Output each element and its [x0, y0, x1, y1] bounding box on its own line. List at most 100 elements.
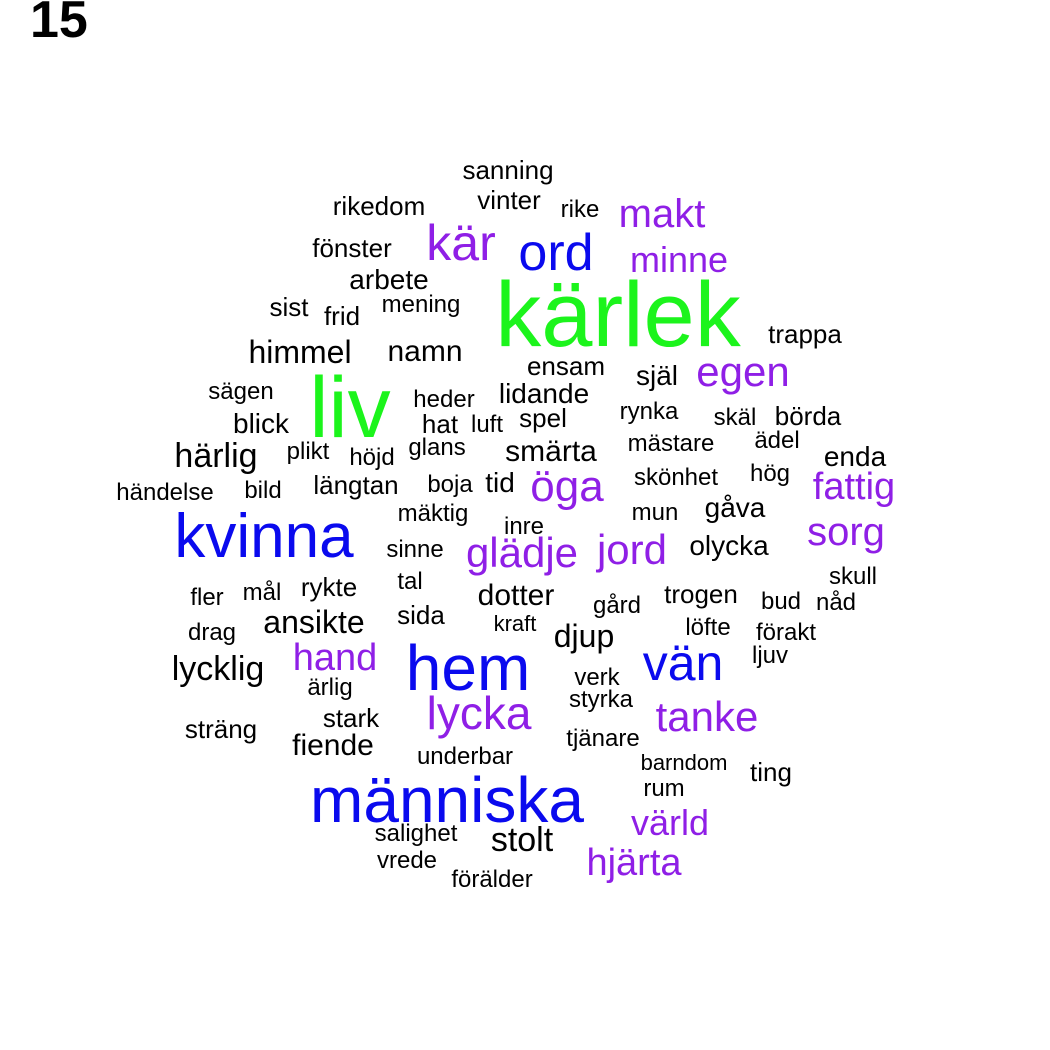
cloud-word: rykte [300, 572, 358, 602]
cloud-word: sägen [208, 378, 274, 405]
cloud-word: makt [618, 192, 706, 236]
cloud-word: frid [323, 301, 361, 331]
cloud-word: lidande [498, 378, 590, 409]
cloud-word: sorg [807, 510, 885, 554]
cloud-word: hjärta [586, 842, 682, 884]
cloud-word: sinne [386, 536, 444, 563]
cloud-word: bud [760, 588, 802, 615]
cloud-word: förakt [755, 619, 817, 646]
cloud-word: trogen [664, 579, 738, 609]
cloud-word: smärta [505, 435, 597, 468]
cloud-word: tjänare [566, 725, 640, 752]
cloud-word: sanning [462, 155, 554, 185]
cloud-word: vinter [477, 185, 541, 215]
cloud-word: spel [519, 403, 567, 433]
cloud-word: börda [774, 401, 842, 431]
cloud-word: hem [405, 632, 531, 704]
cloud-word: öga [530, 462, 604, 511]
cloud-word: himmel [248, 334, 352, 370]
cloud-word: mening [381, 291, 461, 318]
cloud-word: barndom [640, 750, 728, 775]
cloud-word: hand [292, 637, 378, 679]
cloud-word: kvinna [174, 502, 354, 571]
cloud-word: glädje [465, 529, 579, 576]
cloud-word: djup [553, 618, 615, 654]
cloud-word: vän [642, 635, 724, 691]
cloud-word: rynka [619, 398, 679, 425]
cloud-word: rike [560, 196, 600, 223]
cloud-word: heder [413, 386, 475, 413]
cloud-word: lycklig [171, 650, 265, 688]
cloud-word: tid [485, 467, 515, 498]
cloud-word: händelse [116, 479, 214, 506]
cloud-word: olycka [689, 530, 769, 561]
cloud-word: inre [503, 513, 545, 540]
cloud-word: glans [408, 434, 466, 461]
cloud-word: förälder [451, 866, 533, 893]
cloud-word: egen [696, 348, 790, 395]
cloud-word: värld [630, 802, 710, 843]
cloud-word: dotter [477, 579, 555, 612]
cloud-word: stark [322, 703, 380, 733]
cloud-word: blick [232, 408, 290, 439]
cloud-word: ljuv [751, 642, 789, 669]
cloud-word: namn [387, 335, 463, 368]
cloud-word: ting [750, 757, 792, 787]
cloud-word: enda [823, 441, 887, 472]
cloud-word: vrede [376, 847, 438, 874]
cloud-word: härlig [174, 437, 258, 475]
cloud-word: plikt [286, 438, 330, 465]
cloud-word: längtan [313, 470, 399, 500]
cloud-word: sida [397, 600, 445, 630]
cloud-word: skönhet [633, 464, 719, 491]
cloud-word: kraft [493, 611, 537, 636]
cloud-word: rum [643, 775, 685, 802]
cloud-word: skäl [713, 404, 757, 431]
cloud-word: boja [427, 471, 473, 498]
cloud-word: fiende [292, 729, 374, 762]
cloud-word: hat [421, 409, 459, 439]
cloud-word: ärlig [307, 674, 353, 701]
cloud-word: stolt [490, 821, 554, 859]
cloud-word: trappa [768, 319, 842, 349]
cloud-word: fattig [812, 466, 896, 508]
cloud-word: sist [269, 292, 309, 322]
cloud-word: hög [749, 460, 791, 487]
cloud-word: lycka [426, 687, 532, 739]
cloud-word: drag [187, 619, 237, 646]
cloud-word: jord [596, 526, 668, 573]
cloud-word: sträng [184, 714, 258, 744]
cloud-word: ensam [526, 351, 606, 381]
cloud-word: nåd [815, 589, 857, 616]
cloud-word: tanke [655, 693, 759, 740]
cloud-word: mål [242, 579, 282, 606]
cloud-word: ansikte [263, 604, 365, 640]
cloud-word: bild [244, 477, 282, 504]
cloud-word: löfte [685, 614, 731, 641]
cloud-word: kär [426, 215, 496, 271]
cloud-word: arbete [349, 264, 429, 295]
cloud-word: minne [629, 239, 729, 280]
cloud-word: själ [635, 360, 679, 391]
cloud-word: tal [397, 568, 423, 595]
cloud-word: gåva [704, 492, 766, 523]
cloud-word: fönster [312, 233, 392, 263]
cloud-word: ädel [754, 427, 800, 454]
cloud-word: liv [309, 360, 391, 456]
cloud-word: salighet [374, 820, 458, 847]
cloud-word: ord [518, 224, 594, 282]
panel-number: 15 [30, 0, 88, 49]
cloud-word: mäktig [397, 500, 469, 527]
cloud-word: rikedom [332, 191, 426, 221]
cloud-word: skull [828, 563, 878, 590]
cloud-word: styrka [568, 686, 634, 713]
cloud-word: gård [592, 592, 642, 619]
cloud-word: kärlek [495, 264, 741, 366]
cloud-word: verk [574, 664, 620, 691]
cloud-word: luft [470, 411, 504, 438]
cloud-word: underbar [416, 743, 514, 770]
cloud-word: mun [631, 499, 679, 526]
cloud-word: fler [190, 584, 224, 611]
cloud-word: människa [310, 764, 584, 836]
